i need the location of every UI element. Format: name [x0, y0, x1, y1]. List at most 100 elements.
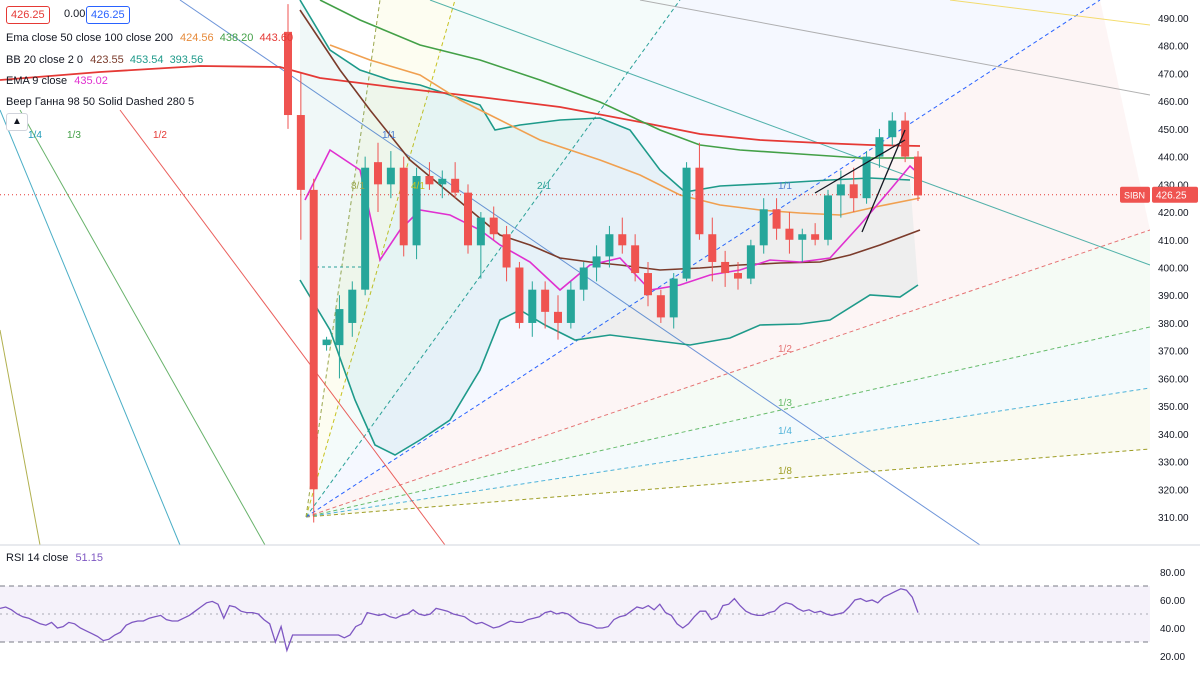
legend-row-bb[interactable]: BB 20 close 2 0 423.55 453.54 393.56: [6, 53, 206, 67]
price-axis-label: 400.00: [1158, 264, 1189, 275]
candle-body: [361, 167, 370, 290]
price-axis-label: 460.00: [1158, 97, 1189, 108]
candle-body: [901, 120, 910, 157]
candle-body: [695, 167, 704, 235]
candle-body: [798, 234, 807, 240]
price-axis-label: 390.00: [1158, 291, 1189, 302]
candle: [759, 198, 768, 254]
price-axis-label: 410.00: [1158, 236, 1189, 247]
candle-body: [554, 311, 562, 323]
gann-ray-1-1: [305, 0, 1101, 518]
chevron-up-icon[interactable]: ▲: [6, 113, 28, 131]
gann-ray-1-2: [305, 229, 1151, 518]
candle: [541, 281, 550, 329]
candle: [669, 273, 678, 329]
rsi-band: [0, 586, 1150, 642]
fan-label-left-1-4: 1/4: [28, 130, 42, 141]
candle-body: [502, 234, 511, 268]
trendline-lower: [861, 129, 906, 233]
candle-body: [579, 267, 588, 290]
fan-label-4-1: 4/1: [411, 181, 425, 192]
legend-value-ema50: 424.56: [180, 32, 214, 44]
candle: [849, 167, 858, 213]
candle: [682, 162, 691, 282]
candle: [618, 217, 627, 254]
candle-body: [541, 289, 550, 312]
rsi-legend[interactable]: RSI 14 close 51.15: [6, 552, 103, 564]
candle-body: [836, 184, 845, 196]
price-box-bid[interactable]: 426.25: [6, 6, 50, 24]
gann-ray-8-1: [305, 0, 381, 518]
candle-body: [785, 228, 794, 240]
gann-fan-fill: [306, 0, 1150, 517]
trendline-upper: [814, 139, 906, 194]
legend-row-ema[interactable]: Ema close 50 close 100 close 200 424.56 …: [6, 31, 296, 45]
price-axis-label: 360.00: [1158, 374, 1189, 385]
bb-lower-line: [299, 279, 919, 456]
candle-body: [566, 289, 575, 323]
price-axis-label: 430.00: [1158, 180, 1189, 191]
candle: [489, 206, 498, 240]
candle-body: [451, 178, 460, 193]
price-pane-bg: [0, 0, 1150, 545]
candle-body: [296, 115, 305, 190]
candle: [862, 151, 871, 204]
price-axis-label: 380.00: [1158, 319, 1189, 330]
candle-body: [618, 234, 627, 246]
spread-value: 0.00: [60, 6, 90, 22]
candle: [554, 295, 562, 340]
gann-fan-fill: [306, 327, 1150, 517]
candle-body: [464, 192, 472, 246]
fan-label-1-3: 1/3: [778, 398, 792, 409]
candle: [451, 162, 460, 199]
legend-value-ema100: 438.20: [219, 32, 254, 44]
price-axis-label: 370.00: [1158, 347, 1189, 358]
price-axis-label: 480.00: [1158, 42, 1189, 53]
candle: [772, 198, 781, 240]
fan-label-left-1-3: 1/3: [67, 130, 81, 141]
price-axis-label: 320.00: [1158, 485, 1189, 496]
gann-line-f: [429, 0, 1151, 266]
candle-body: [888, 120, 897, 138]
legend-row-gann-fan[interactable]: Веер Ганна 98 50 Solid Dashed 280 5: [6, 95, 198, 109]
candle: [785, 212, 794, 254]
candle: [309, 178, 318, 523]
candle-body: [309, 189, 318, 490]
rsi-line: [0, 588, 919, 653]
gann-ray-1-8: [305, 448, 1151, 518]
legend-row-ema9[interactable]: EMA 9 close 435.02: [6, 74, 111, 88]
gann-line-d: [119, 109, 446, 546]
legend-name-gann-fan: Веер Ганна 98 50 Solid Dashed 280 5: [6, 96, 195, 108]
candle-body: [374, 162, 382, 185]
candle-body: [425, 176, 434, 185]
gann-fan-top: [0, 0, 1151, 546]
price-axis-label: 420.00: [1158, 208, 1189, 219]
candle-body: [644, 273, 652, 296]
price-axis-label: 470.00: [1158, 69, 1189, 80]
price-axis: 490.00 480.00 470.00 460.00 450.00 440.00 430.…: [1120, 0, 1200, 545]
price-axis-bg: [1150, 0, 1200, 545]
fan-label-top-1-1: 1/1: [382, 130, 396, 141]
candle: [811, 223, 820, 246]
candle-body: [682, 167, 691, 279]
candle-body: [412, 176, 421, 246]
ema9-line: [304, 148, 921, 292]
gann-line-c: [19, 109, 266, 546]
candle: [399, 156, 408, 257]
legend-value-bb-upper: 453.54: [129, 54, 164, 66]
candle: [734, 261, 742, 290]
candle-body: [734, 273, 742, 279]
gann-line-h: [949, 0, 1151, 26]
price-axis-label: 310.00: [1158, 513, 1189, 524]
candles: [284, 4, 922, 523]
fan-label-1-8: 1/8: [778, 466, 792, 477]
candle-body: [875, 137, 884, 157]
candle: [888, 112, 897, 146]
price-box-ask[interactable]: 426.25: [86, 6, 130, 24]
candle: [605, 225, 614, 268]
candle: [374, 142, 382, 213]
candle: [721, 250, 730, 287]
gann-line-b: [0, 109, 181, 546]
fan-label-1-2: 1/2: [778, 344, 792, 355]
